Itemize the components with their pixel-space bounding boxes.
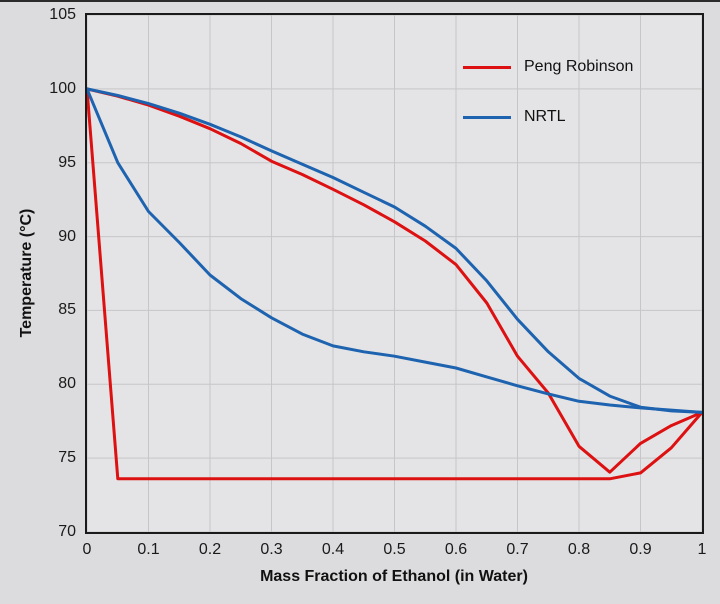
y-tick-label-70: 70: [58, 523, 76, 540]
nrtl-line-swatch: [463, 116, 511, 119]
legend-label-peng-robinson: Peng Robinson: [524, 58, 634, 75]
x-tick-label-0.8: 0.8: [567, 541, 591, 558]
x-tick-label-0.9: 0.9: [629, 541, 652, 558]
x-tick-label-0.1: 0.1: [137, 541, 160, 558]
x-tick-label-0.4: 0.4: [321, 541, 345, 558]
x-tick-label-1: 1: [697, 541, 707, 558]
y-tick-label-105: 105: [49, 6, 76, 23]
peng-robinson-dew-curve: [87, 87, 702, 474]
x-tick-label-0: 0: [82, 541, 92, 558]
y-tick-label-85: 85: [58, 301, 76, 319]
txy-diagram: [87, 15, 702, 532]
peng-robinson-line-swatch: [463, 66, 511, 69]
x-tick-label-0.3: 0.3: [260, 541, 283, 558]
x-tick-label-0.2: 0.2: [198, 541, 222, 558]
screenshot-top-border: [0, 0, 720, 2]
plot-area: [85, 13, 704, 534]
x-tick-label-0.7: 0.7: [506, 541, 529, 558]
nrtl-dew-curve: [87, 87, 702, 414]
y-tick-label-80: 80: [58, 375, 76, 393]
y-tick-label-95: 95: [58, 153, 76, 171]
peng-robinson-bubble-curve: [87, 87, 702, 481]
y-tick-label-75: 75: [58, 449, 76, 467]
x-tick-label-0.5: 0.5: [383, 541, 406, 558]
x-axis-title: Mass Fraction of Ethanol (in Water): [260, 568, 528, 585]
legend-label-nrtl: NRTL: [524, 108, 566, 125]
y-tick-label-90: 90: [58, 227, 76, 245]
y-tick-label-100: 100: [49, 79, 76, 97]
x-tick-label-0.6: 0.6: [444, 541, 468, 558]
nrtl-bubble-curve: [87, 87, 702, 414]
